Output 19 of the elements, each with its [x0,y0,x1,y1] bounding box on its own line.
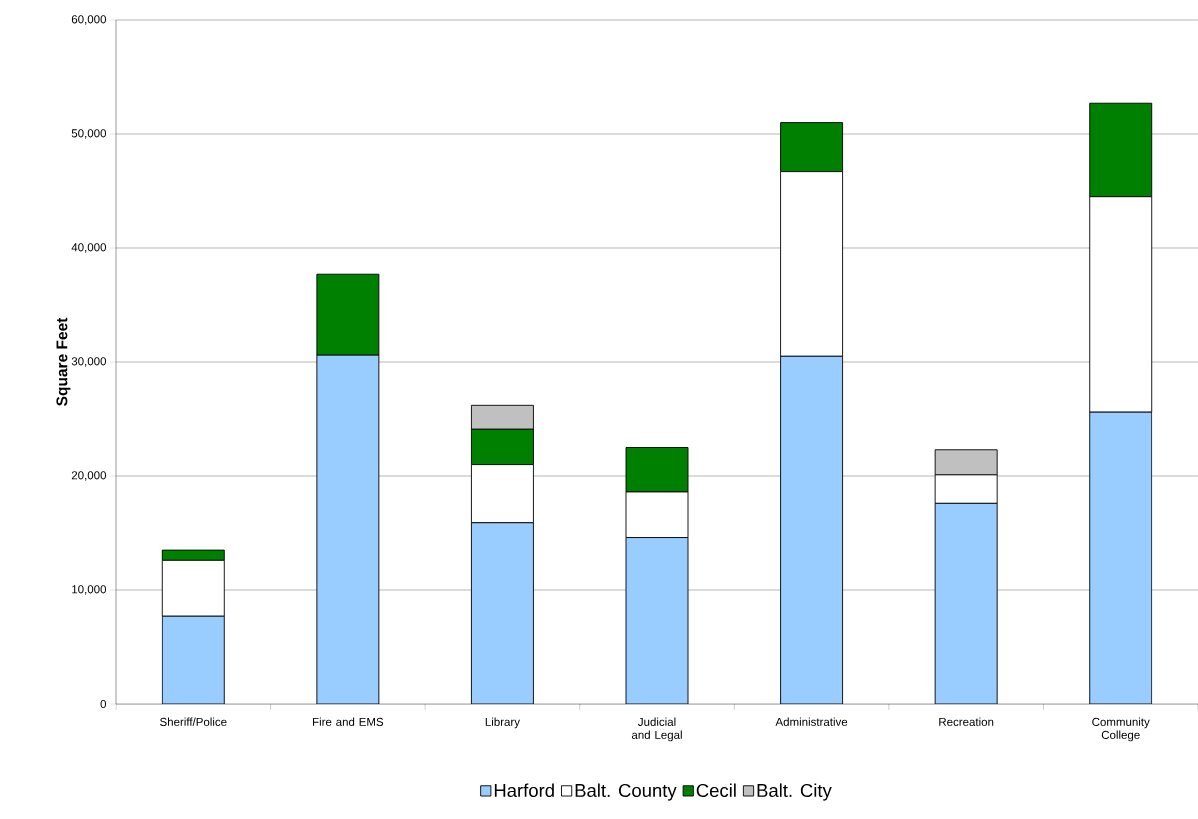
y-tick-label: 60,000 [71,15,107,25]
y-axis-title: Square Feet [56,317,71,406]
x-tick-label: Community College [1092,717,1150,742]
legend-label: Cecil [696,783,736,798]
y-tick-label: 10,000 [72,585,107,595]
y-tick-label: 0 [100,699,107,709]
x-tick-label: Administrative [775,717,848,726]
x-tick-label: Sheriff/Police [160,717,227,726]
x-tick-label: Library [485,717,520,729]
legend-label: Harford [494,783,554,798]
x-tick-label: Fire and EMS [313,717,384,726]
legend-label: Balt. County [575,783,677,801]
y-tick-label: 30,000 [71,357,107,367]
x-tick-label: Recreation [939,717,994,726]
y-tick-label: 50,000 [71,129,107,139]
legend-label: Balt. City [757,783,832,801]
x-tick-label: Judicial and Legal [631,717,682,742]
y-tick-label: 40,000 [71,243,107,253]
y-tick-label: 20,000 [71,471,107,481]
